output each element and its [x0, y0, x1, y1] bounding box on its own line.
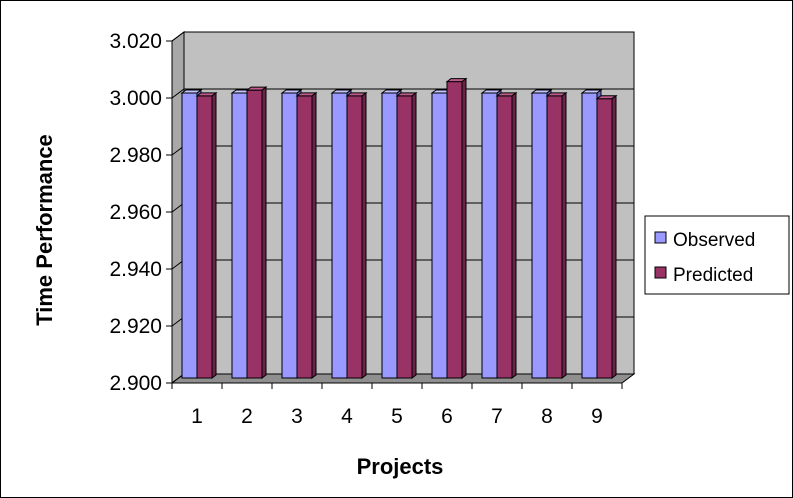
x-axis-title: Projects: [357, 454, 444, 479]
bar-front: [446, 81, 463, 379]
bar-front: [396, 95, 413, 379]
bar-side: [611, 94, 617, 379]
y-axis-title: Time Performance: [32, 134, 57, 326]
x-tick-label-4: 4: [341, 405, 353, 428]
bar-side: [561, 91, 567, 379]
x-tick-label-1: 1: [191, 405, 203, 428]
axes: [171, 41, 623, 389]
bars: [180, 77, 618, 379]
bar-predicted-5: [395, 91, 418, 379]
x-tick-label-5: 5: [391, 405, 403, 428]
bar-side: [261, 86, 267, 379]
bar-front: [346, 95, 363, 379]
bar-front: [181, 92, 198, 379]
bar-front: [546, 95, 563, 379]
bar-predicted-9: [595, 94, 618, 379]
x-tick-label-9: 9: [591, 405, 603, 428]
bar-front: [196, 95, 213, 379]
bar-front: [431, 92, 448, 379]
bar-side: [511, 91, 517, 379]
legend-box: [644, 215, 790, 295]
bar-predicted-4: [345, 91, 368, 379]
y-tick-label: 2.940: [109, 258, 162, 281]
y-tick-label: 2.900: [109, 372, 162, 395]
x-tick-label-6: 6: [441, 405, 453, 428]
gridline: [171, 31, 634, 42]
bar-front: [281, 92, 298, 379]
bar-predicted-2: [245, 86, 268, 379]
bar-front: [331, 92, 348, 379]
bar-front: [231, 92, 248, 379]
bar-side: [311, 91, 317, 379]
legend: Observed Predicted: [644, 215, 790, 295]
legend-swatch-predicted: [654, 266, 667, 279]
bar-side: [211, 91, 217, 379]
x-tick-label-8: 8: [541, 405, 553, 428]
y-tick-labels: 2.900 2.920 2.940 2.960 2.980 3.000 3.020: [109, 30, 162, 395]
x-tick-label-2: 2: [241, 405, 253, 428]
legend-label-observed: Observed: [673, 230, 755, 251]
bar-front: [531, 92, 548, 379]
bar-front: [596, 98, 613, 379]
gridline: [171, 88, 634, 99]
legend-label-predicted: Predicted: [673, 265, 753, 286]
y-tick-label: 2.960: [109, 201, 162, 224]
bar-predicted-7: [495, 91, 518, 379]
legend-swatch-observed: [654, 231, 667, 244]
bar-front: [496, 95, 513, 379]
bar-predicted-6: [445, 77, 468, 379]
y-tick-label: 3.000: [109, 87, 162, 110]
bar-predicted-1: [195, 91, 218, 379]
y-tick-label: 3.020: [109, 30, 162, 53]
bar-front: [246, 89, 263, 379]
x-tick-label-7: 7: [491, 405, 503, 428]
bar-side: [361, 91, 367, 379]
y-tick-label: 2.980: [109, 144, 162, 167]
bar-front: [296, 95, 313, 379]
bar-side: [461, 77, 467, 379]
x-tick-labels: 1 2 3 4 5 6 7 8 9: [191, 405, 603, 428]
bar-front: [381, 92, 398, 379]
bar-predicted-8: [545, 91, 568, 379]
x-tick-label-3: 3: [291, 405, 303, 428]
bar-predicted-3: [295, 91, 318, 379]
bar-side: [411, 91, 417, 379]
bar-front: [581, 92, 598, 379]
y-tick-label: 2.920: [109, 315, 162, 338]
bar-front: [481, 92, 498, 379]
